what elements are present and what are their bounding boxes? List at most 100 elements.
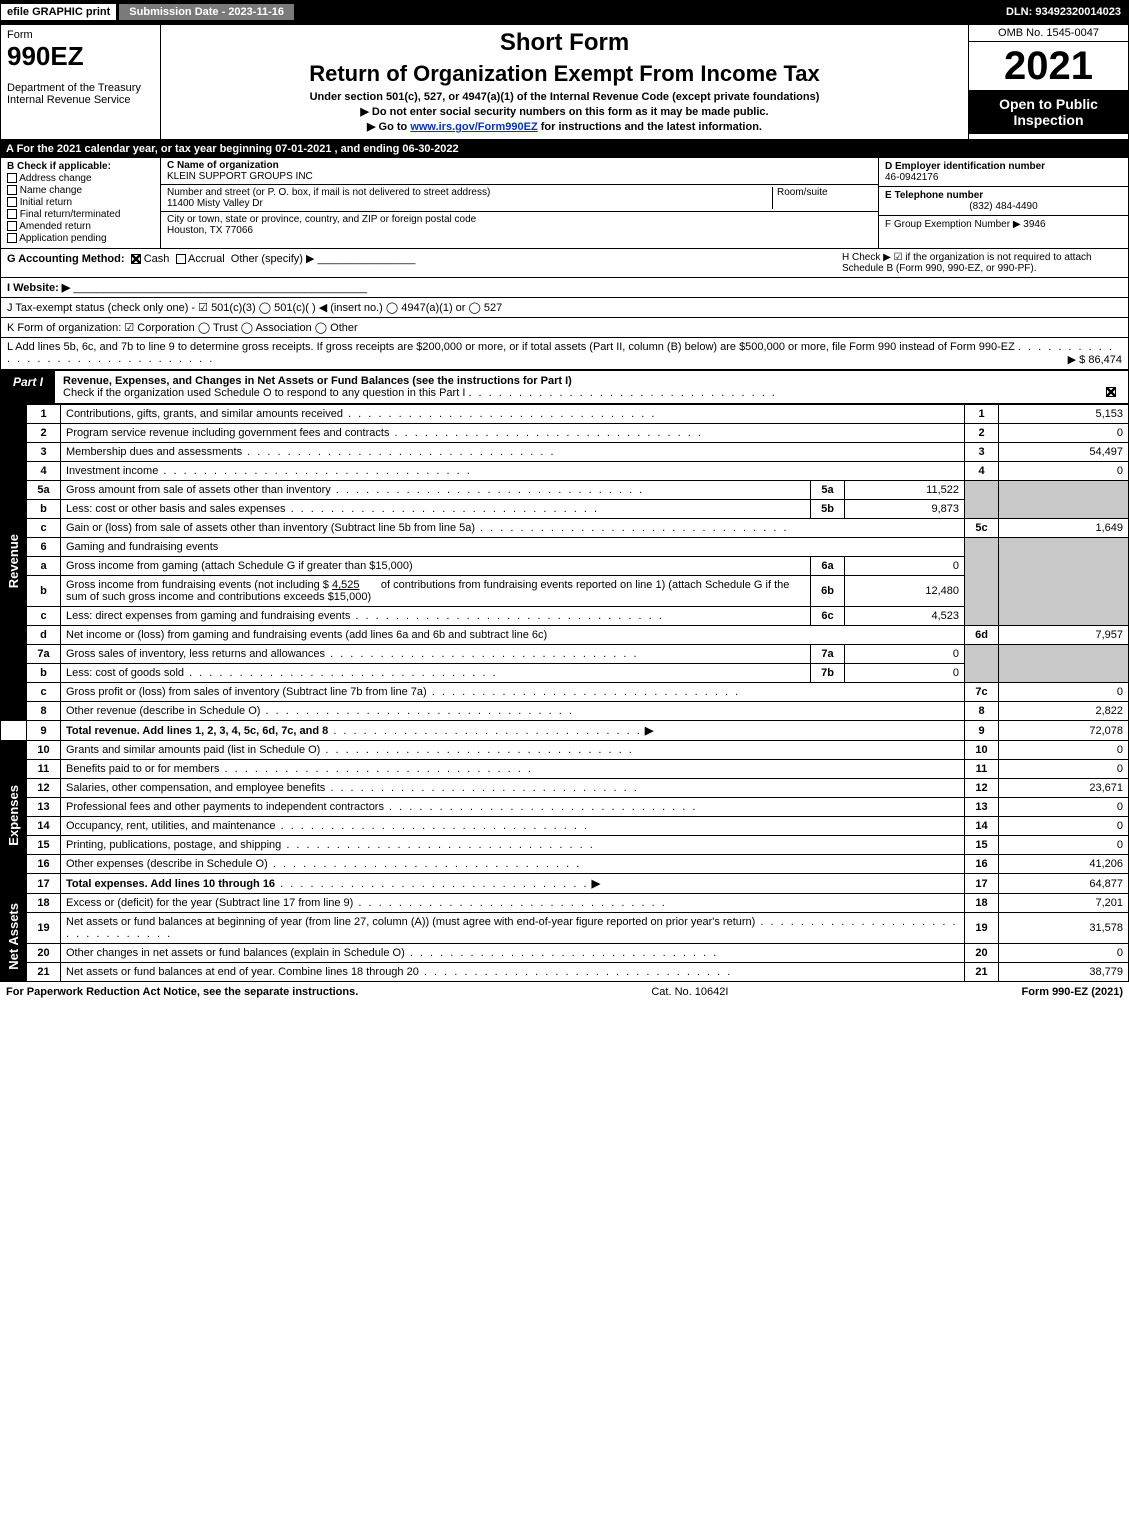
chk-accrual[interactable] xyxy=(176,254,186,264)
e-phone-val: (832) 484-4490 xyxy=(885,201,1122,212)
room-suite-lbl: Room/suite xyxy=(772,187,872,209)
line-11-num: 11 xyxy=(27,760,61,779)
line-11-amt: 0 xyxy=(999,760,1129,779)
return-title: Return of Organization Exempt From Incom… xyxy=(165,61,964,87)
line-4-col: 4 xyxy=(965,462,999,481)
header-left: Form 990EZ Department of the Treasury In… xyxy=(1,25,161,139)
line-11-col: 11 xyxy=(965,760,999,779)
g-label: G Accounting Method: xyxy=(7,253,125,265)
line-17-col: 17 xyxy=(965,874,999,894)
arrow-icon: ▶ xyxy=(645,725,653,737)
tax-year: 2021 xyxy=(969,42,1128,90)
line-21-desc: Net assets or fund balances at end of ye… xyxy=(66,966,419,978)
line-5a-icol: 5a xyxy=(811,481,845,500)
line-5b-icol: 5b xyxy=(811,500,845,519)
line-9-num: 9 xyxy=(27,721,61,741)
row-a-tax-year: A For the 2021 calendar year, or tax yea… xyxy=(0,140,1129,158)
line-2-num: 2 xyxy=(27,424,61,443)
line-6-shade-col xyxy=(965,538,999,626)
efile-print-btn[interactable]: efile GRAPHIC print xyxy=(0,3,117,21)
line-19-col: 19 xyxy=(965,913,999,944)
col-c-org-info: C Name of organization KLEIN SUPPORT GRO… xyxy=(161,158,878,248)
row-k-form-org: K Form of organization: ☑ Corporation ◯ … xyxy=(0,318,1129,338)
line-6b-desc-amt: 4,525 xyxy=(332,579,360,591)
line-15-num: 15 xyxy=(27,836,61,855)
irs-link[interactable]: www.irs.gov/Form990EZ xyxy=(410,121,537,133)
l-text: L Add lines 5b, 6c, and 7b to line 9 to … xyxy=(7,341,1015,353)
line-20-col: 20 xyxy=(965,944,999,963)
row-l-gross-receipts: L Add lines 5b, 6c, and 7b to line 9 to … xyxy=(0,338,1129,370)
g-other: Other (specify) ▶ xyxy=(231,253,315,265)
line-6c-desc: Less: direct expenses from gaming and fu… xyxy=(66,610,350,622)
c-name-lbl: C Name of organization xyxy=(167,160,279,171)
submission-date: Submission Date - 2023-11-16 xyxy=(119,4,294,20)
goto-suffix: for instructions and the latest informat… xyxy=(541,121,762,133)
line-5b-iamt: 9,873 xyxy=(845,500,965,519)
chk-address-change[interactable]: Address change xyxy=(7,173,154,184)
part-i-header: Part I Revenue, Expenses, and Changes in… xyxy=(0,370,1129,404)
omb-number: OMB No. 1545-0047 xyxy=(969,25,1128,42)
line-13-num: 13 xyxy=(27,798,61,817)
header-right: OMB No. 1545-0047 2021 Open to Public In… xyxy=(968,25,1128,139)
line-20-num: 20 xyxy=(27,944,61,963)
row-gh: G Accounting Method: Cash Accrual Other … xyxy=(0,249,1129,278)
line-6a-num: a xyxy=(27,557,61,576)
footer-catno: Cat. No. 10642I xyxy=(358,986,1021,998)
chk-cash[interactable] xyxy=(131,254,141,264)
e-phone-lbl: E Telephone number xyxy=(885,190,983,201)
chk-name-change[interactable]: Name change xyxy=(7,185,154,196)
line-13-amt: 0 xyxy=(999,798,1129,817)
line-15-amt: 0 xyxy=(999,836,1129,855)
line-6c-iamt: 4,523 xyxy=(845,607,965,626)
line-8-num: 8 xyxy=(27,702,61,721)
line-5c-col: 5c xyxy=(965,519,999,538)
line-19-num: 19 xyxy=(27,913,61,944)
under-section: Under section 501(c), 527, or 4947(a)(1)… xyxy=(165,91,964,103)
line-20-desc: Other changes in net assets or fund bala… xyxy=(66,947,405,959)
line-2-amt: 0 xyxy=(999,424,1129,443)
short-form-title: Short Form xyxy=(165,29,964,57)
line-12-num: 12 xyxy=(27,779,61,798)
line-5b-num: b xyxy=(27,500,61,519)
line-10-desc: Grants and similar amounts paid (list in… xyxy=(66,744,320,756)
line-6a-iamt: 0 xyxy=(845,557,965,576)
line-20-amt: 0 xyxy=(999,944,1129,963)
chk-amended-return[interactable]: Amended return xyxy=(7,221,154,232)
line-6a-icol: 6a xyxy=(811,557,845,576)
line-3-desc: Membership dues and assessments xyxy=(66,446,242,458)
org-street: 11400 Misty Valley Dr xyxy=(167,198,263,209)
line-13-desc: Professional fees and other payments to … xyxy=(66,801,384,813)
line-7c-col: 7c xyxy=(965,683,999,702)
line-6-num: 6 xyxy=(27,538,61,557)
vlabel-netassets: Net Assets xyxy=(1,894,27,982)
col-b-checkboxes: B Check if applicable: Address change Na… xyxy=(1,158,161,248)
dept-treasury: Department of the Treasury Internal Reve… xyxy=(7,82,154,106)
line-6b-iamt: 12,480 xyxy=(845,576,965,607)
line-5a-num: 5a xyxy=(27,481,61,500)
line-17-desc: Total expenses. Add lines 10 through 16 xyxy=(66,878,275,890)
chk-schedule-o[interactable] xyxy=(1106,387,1116,397)
line-7a-num: 7a xyxy=(27,645,61,664)
line-10-num: 10 xyxy=(27,741,61,760)
line-14-desc: Occupancy, rent, utilities, and maintena… xyxy=(66,820,276,832)
h-schedule-b: H Check ▶ ☑ if the organization is not r… xyxy=(842,252,1122,274)
line-9-desc: Total revenue. Add lines 1, 2, 3, 4, 5c,… xyxy=(66,725,328,737)
f-group-exemption: F Group Exemption Number ▶ 3946 xyxy=(885,219,1046,230)
line-4-amt: 0 xyxy=(999,462,1129,481)
line-5ab-shade-amt xyxy=(999,481,1129,519)
line-21-num: 21 xyxy=(27,963,61,982)
line-7a-desc: Gross sales of inventory, less returns a… xyxy=(66,648,325,660)
chk-initial-return[interactable]: Initial return xyxy=(7,197,154,208)
section-bcdef: B Check if applicable: Address change Na… xyxy=(0,158,1129,249)
line-21-col: 21 xyxy=(965,963,999,982)
line-7c-amt: 0 xyxy=(999,683,1129,702)
line-7c-num: c xyxy=(27,683,61,702)
line-9-amt: 72,078 xyxy=(999,721,1129,741)
line-1-desc: Contributions, gifts, grants, and simila… xyxy=(66,408,343,420)
chk-application-pending[interactable]: Application pending xyxy=(7,233,154,244)
line-7b-iamt: 0 xyxy=(845,664,965,683)
chk-final-return[interactable]: Final return/terminated xyxy=(7,209,154,220)
line-7ab-shade-col xyxy=(965,645,999,683)
line-14-col: 14 xyxy=(965,817,999,836)
row-i-website: I Website: ▶ ___________________________… xyxy=(0,278,1129,298)
